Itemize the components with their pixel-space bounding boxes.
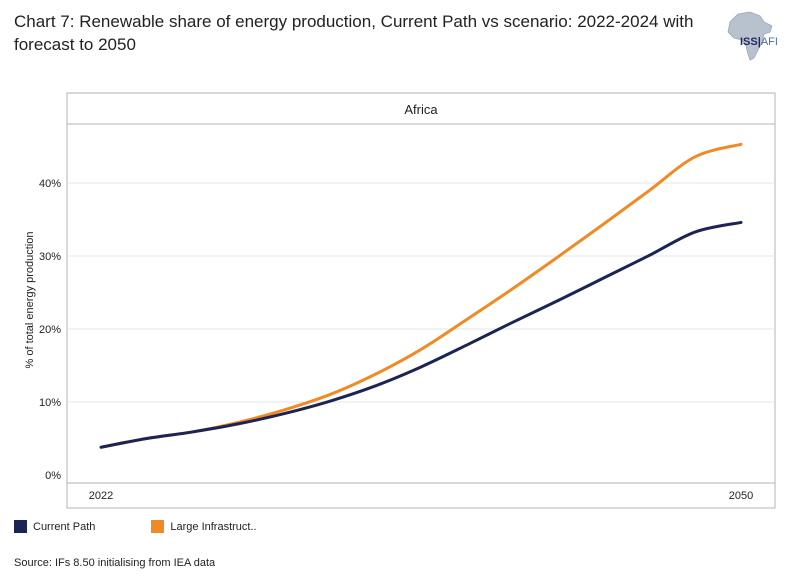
legend: Current Path Large Infrastruct..: [14, 520, 257, 533]
y-tick-label: 10%: [39, 397, 61, 409]
y-tick-label: 0%: [45, 470, 61, 482]
logo-main: ISS: [740, 36, 758, 48]
panel-frame: [66, 92, 776, 509]
y-tick-label: 40%: [39, 178, 61, 190]
panel-title: Africa: [404, 102, 438, 117]
x-tick-label: 2022: [89, 490, 113, 502]
logo-text: ISS|AFI: [740, 36, 778, 48]
legend-swatch-large-infrastructure: [151, 520, 165, 533]
legend-label-large-infrastructure: Large Infrastruct..: [170, 520, 257, 533]
legend-item-current-path: Current Path: [14, 520, 95, 533]
x-tick-label: 2050: [729, 490, 753, 502]
legend-item-large-infrastructure: Large Infrastruct..: [151, 520, 257, 533]
legend-label-current-path: Current Path: [33, 520, 96, 533]
africa-map-icon: [727, 11, 773, 61]
source-note: Source: IFs 8.50 initialising from IEA d…: [14, 557, 216, 569]
legend-swatch-current-path: [14, 520, 27, 533]
y-axis-label: % of total energy production: [24, 232, 36, 369]
y-tick-label: 30%: [39, 251, 61, 263]
logo-sub: AFI: [760, 36, 778, 48]
y-tick-label: 20%: [39, 324, 61, 336]
series-line-current-path: [99, 220, 743, 449]
chart-title: Chart 7: Renewable share of energy produ…: [14, 12, 694, 54]
